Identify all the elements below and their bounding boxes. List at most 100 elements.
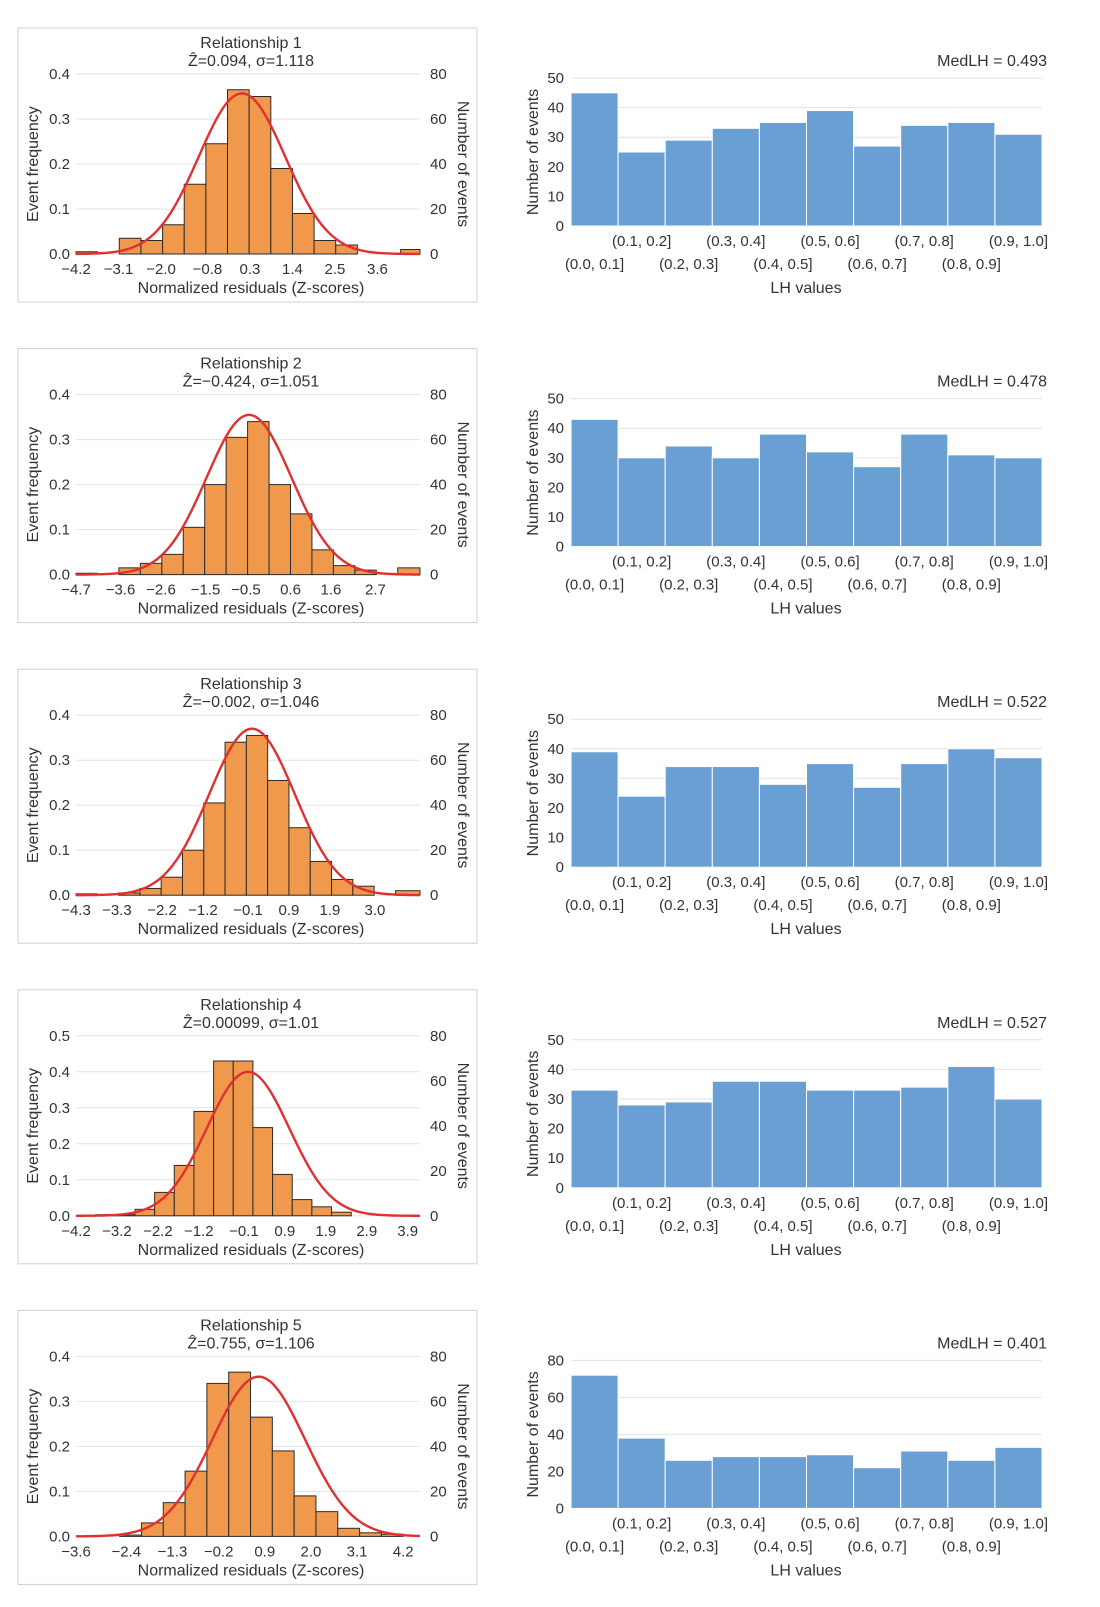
histogram-bar xyxy=(289,513,313,576)
histogram-bar xyxy=(570,751,619,868)
y-axis-label: Event frequency xyxy=(25,106,42,222)
x-tick-label: (0.1, 0.2] xyxy=(612,1515,671,1532)
x-tick-label: 3.9 xyxy=(397,1223,418,1240)
x-tick-label: (0.3, 0.4] xyxy=(706,874,765,891)
fit-curve xyxy=(75,92,421,256)
x-tick-label: (0.9, 1.0] xyxy=(989,1195,1048,1212)
x-axis-label: Normalized residuals (Z-scores) xyxy=(138,1562,365,1579)
chart-title: Relationship 5 xyxy=(200,1317,302,1334)
y-tick-label: 80 xyxy=(547,1352,564,1369)
y-tick-label: 50 xyxy=(547,70,564,87)
y-tick-label: 0.3 xyxy=(49,752,70,769)
histogram-bar xyxy=(758,121,808,227)
x-tick-label: (0.6, 0.7] xyxy=(848,256,907,273)
lh-panel-4: 0 10 20 30 40 50 (0.0, 0.1] (0.1, 0.2] (0.2, 0.3… xyxy=(525,1015,1048,1259)
y2-axis-label: Number of events xyxy=(454,1063,471,1189)
x-tick-label: (0.6, 0.7] xyxy=(848,577,907,594)
x-tick-label: 3.1 xyxy=(347,1543,368,1560)
y2-tick-label: 60 xyxy=(430,1393,447,1410)
x-tick-label: (0.6, 0.7] xyxy=(848,1218,907,1235)
x-tick-label: −2.2 xyxy=(143,1223,173,1240)
x-tick-label: (0.7, 0.8] xyxy=(895,1515,954,1532)
histogram-bar xyxy=(291,1199,313,1217)
y-tick-label: 0 xyxy=(556,539,564,556)
x-tick-label: (0.9, 1.0] xyxy=(989,554,1048,571)
y2-tick-label: 60 xyxy=(430,1073,447,1090)
y-tick-label: 0.2 xyxy=(49,156,70,173)
y2-tick-label: 0 xyxy=(430,567,438,584)
y2-tick-label: 80 xyxy=(430,66,447,83)
histogram-bar xyxy=(203,802,226,896)
histogram-bar xyxy=(664,139,713,227)
histogram-bar xyxy=(293,1495,317,1537)
x-tick-label: 0.6 xyxy=(280,582,301,599)
histogram-bar xyxy=(664,1459,713,1509)
histogram-bar xyxy=(900,124,949,227)
histogram-bar xyxy=(288,827,311,896)
histogram-bar xyxy=(806,110,855,227)
y-tick-label: 0.1 xyxy=(49,201,70,218)
x-tick-label: (0.2, 0.3] xyxy=(659,577,718,594)
x-tick-label: (0.4, 0.5] xyxy=(753,256,812,273)
histogram-bar xyxy=(617,457,666,548)
histogram-bar xyxy=(711,766,760,868)
y-tick-label: 10 xyxy=(547,509,564,526)
x-tick-label: 0.3 xyxy=(240,261,261,278)
histogram-bar xyxy=(162,224,185,255)
y-tick-label: 0.2 xyxy=(49,1438,70,1455)
x-tick-label: −1.2 xyxy=(184,1223,214,1240)
x-tick-label: (0.9, 1.0] xyxy=(989,1515,1048,1532)
x-tick-label: −0.8 xyxy=(193,261,223,278)
y-tick-label: 40 xyxy=(547,1426,564,1443)
y-tick-label: 30 xyxy=(547,770,564,787)
histogram-bar xyxy=(994,1098,1043,1189)
x-tick-label: (0.0, 0.1] xyxy=(565,1538,624,1555)
x-axis-label: Normalized residuals (Z-scores) xyxy=(138,1242,365,1259)
y-tick-label: 20 xyxy=(547,1121,564,1138)
x-tick-label: (0.7, 0.8] xyxy=(895,1195,954,1212)
y-tick-label: 0.1 xyxy=(49,522,70,539)
x-tick-label: (0.9, 1.0] xyxy=(989,874,1048,891)
y-tick-label: 0 xyxy=(556,1180,564,1197)
x-tick-label: (0.7, 0.8] xyxy=(895,554,954,571)
histogram-bar xyxy=(711,1456,760,1509)
y2-tick-label: 60 xyxy=(430,111,447,128)
y-tick-label: 40 xyxy=(547,1061,564,1078)
zscore-panel-5: 0.0 0.1 0.2 0.3 0.4 0 20 40 60 80 −3.6 −2.4 −1.3 −0.2… xyxy=(17,1309,478,1585)
lh-panel-3: 0 10 20 30 40 50 (0.0, 0.1] (0.1, 0.2] (0.2, 0.3… xyxy=(525,694,1048,938)
x-tick-label: (0.8, 0.9] xyxy=(942,577,1001,594)
x-tick-label: −3.6 xyxy=(106,582,136,599)
y2-axis-label: Number of events xyxy=(454,421,471,547)
x-tick-label: (0.4, 0.5] xyxy=(753,1538,812,1555)
x-tick-label: (0.5, 0.6] xyxy=(800,1195,859,1212)
histogram-bar xyxy=(711,457,760,548)
chart-subtitle: Ẑ=0.755, σ=1.106 xyxy=(187,1333,314,1352)
histogram-bar xyxy=(664,1101,713,1189)
x-tick-label: (0.8, 0.9] xyxy=(942,256,1001,273)
y-tick-label: 10 xyxy=(547,188,564,205)
y-tick-label: 0.4 xyxy=(49,66,70,83)
x-tick-label: (0.3, 0.4] xyxy=(706,554,765,571)
histogram-bar xyxy=(806,1454,855,1509)
histogram-bar xyxy=(711,127,760,227)
histogram-bar xyxy=(232,1060,254,1217)
x-tick-label: (0.4, 0.5] xyxy=(753,1218,812,1235)
histogram-bar xyxy=(758,1456,808,1509)
histogram-bar xyxy=(268,484,291,576)
histogram-bar xyxy=(758,1080,808,1189)
y-tick-label: 0.0 xyxy=(49,1208,70,1225)
histogram-bar xyxy=(947,1065,996,1189)
y-tick-label: 0 xyxy=(556,1500,564,1517)
histogram-bar xyxy=(617,1104,666,1189)
histogram-bar xyxy=(711,1080,760,1189)
histogram-bar xyxy=(900,763,949,868)
lh-panel-1: 0 10 20 30 40 50 (0.0, 0.1] (0.1, 0.2] (0.2, 0.3… xyxy=(525,53,1048,297)
chart-subtitle: Ẑ=−0.002, σ=1.046 xyxy=(183,692,320,711)
x-tick-label: (0.7, 0.8] xyxy=(895,874,954,891)
y-tick-label: 0.3 xyxy=(49,111,70,128)
x-tick-label: (0.2, 0.3] xyxy=(659,1538,718,1555)
histogram-bar xyxy=(900,433,949,548)
x-tick-label: (0.1, 0.2] xyxy=(612,233,671,250)
x-tick-label: 2.5 xyxy=(325,261,346,278)
